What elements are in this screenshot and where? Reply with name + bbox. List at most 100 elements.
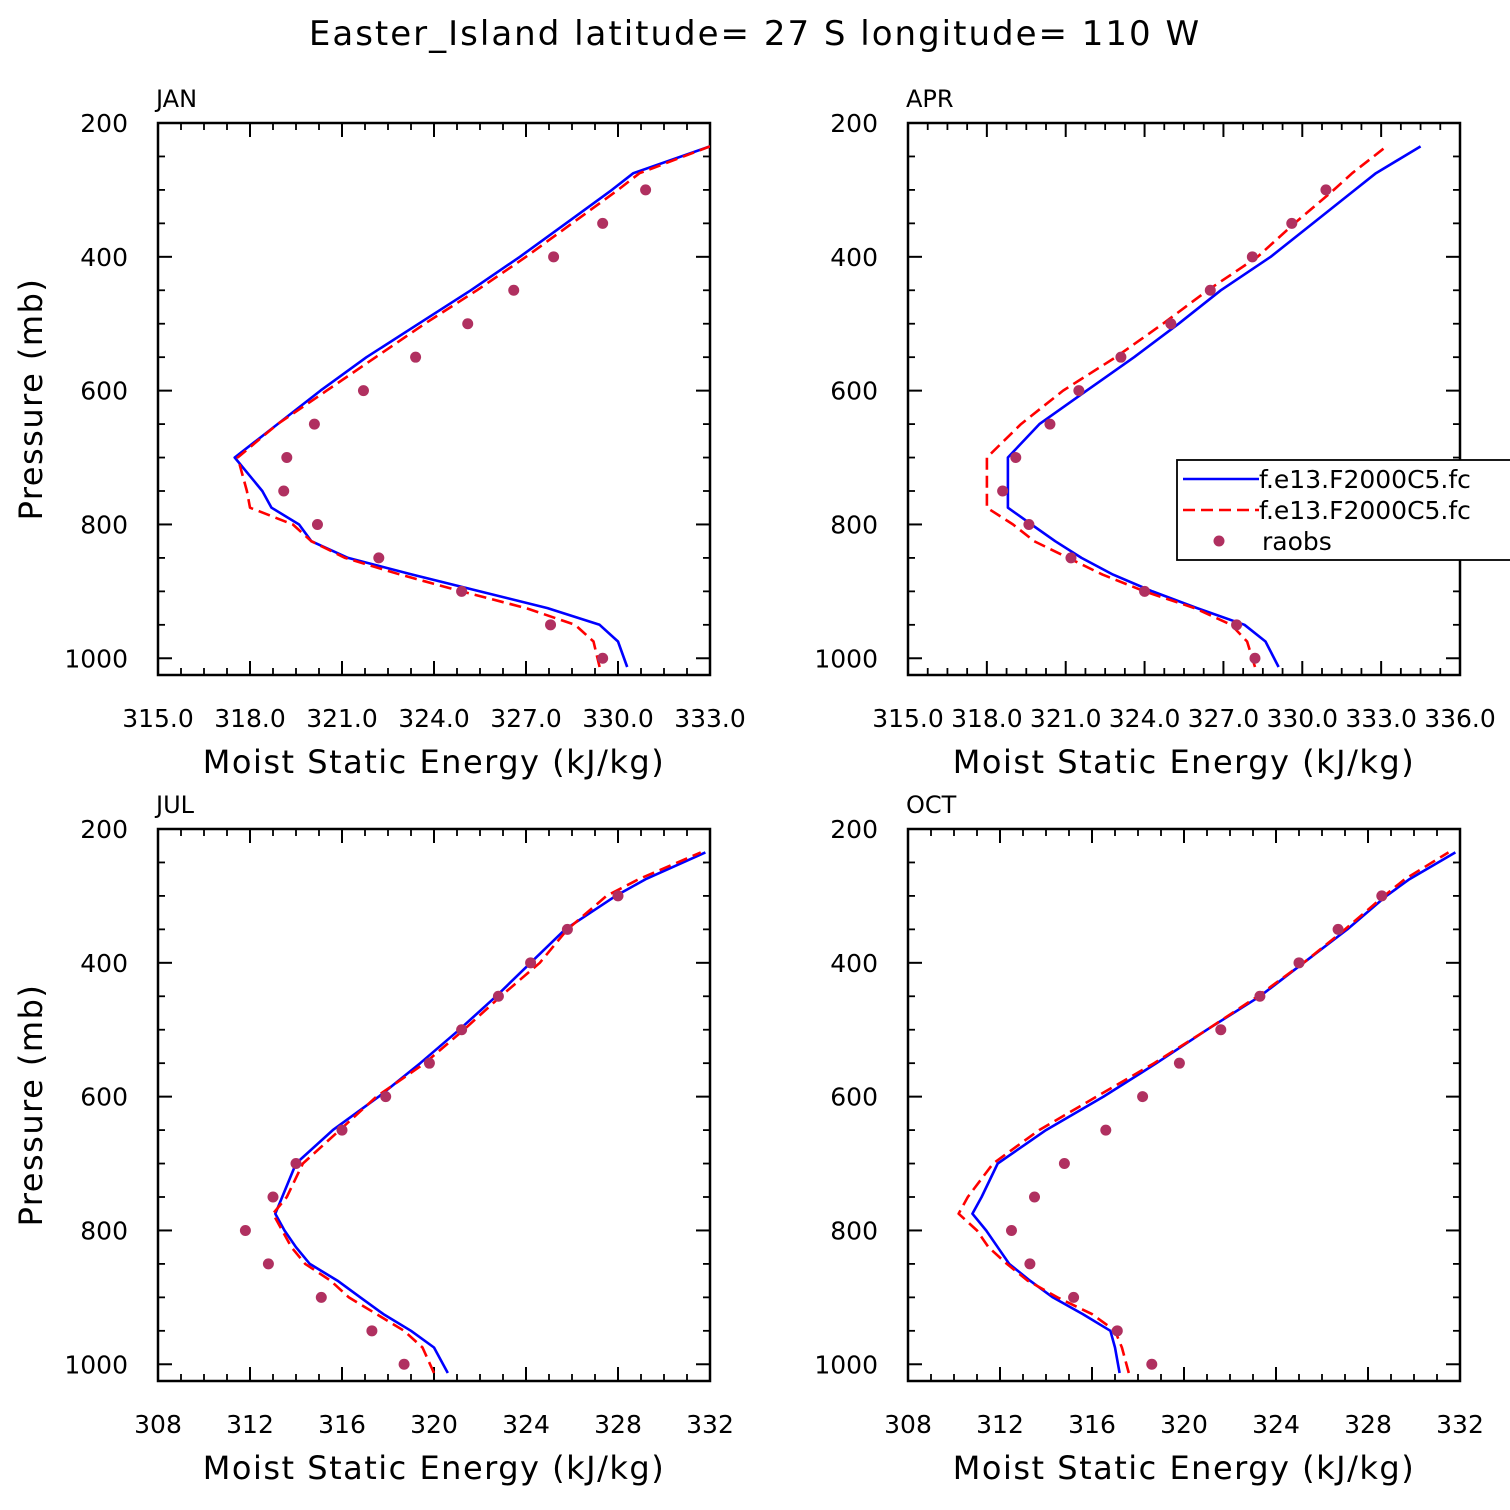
y-tick-label: 800 [80,510,128,539]
y-tick-label: 600 [830,1083,878,1112]
x-tick-label: 324 [502,1410,550,1439]
raobs-point [1137,1091,1149,1103]
x-tick-label: 316 [318,1410,366,1439]
panel-title: OCT [906,791,957,819]
series-line-dashed [985,145,1388,668]
raobs-point [1139,585,1151,597]
raobs-point [278,485,290,497]
raobs-point [597,652,609,664]
raobs-point [1100,1124,1112,1136]
x-tick-label: 321.0 [306,704,378,733]
raobs-point [311,518,323,530]
raobs-point [1068,1291,1080,1303]
raobs-point [1204,284,1216,296]
raobs-point [1165,318,1177,330]
x-tick-label: 312 [976,1410,1024,1439]
raobs-point [357,385,369,397]
raobs-point [1058,1158,1070,1170]
x-tick-label: 316 [1068,1410,1116,1439]
series-line-dashed [236,145,710,668]
legend-label: raobs [1262,527,1332,556]
x-tick-label: 318.0 [214,704,286,733]
x-tick-label: 315.0 [122,704,194,733]
raobs-point [1146,1358,1158,1370]
raobs-point [373,552,385,564]
y-axis-label: Pressure (mb) [12,984,50,1227]
legend-box [1176,459,1510,561]
x-tick-label: 332 [686,1410,734,1439]
raobs-point [561,923,573,935]
raobs-point [308,418,320,430]
series-line-dashed [271,851,702,1374]
x-tick-label: 308 [884,1410,932,1439]
panel-oct: OCT 308 312 316 320 324 328 332 200 400 600 800 1000… [814,791,1483,1487]
x-tick-label: 327.0 [1188,704,1260,733]
raobs-point [456,585,468,597]
raobs-point [239,1224,251,1236]
y-tick-label: 200 [80,815,128,844]
raobs-point [640,184,652,196]
raobs-point [1254,990,1266,1002]
plot-area [985,145,1422,668]
raobs-point [1010,452,1022,464]
x-tick-label: 324.0 [1109,704,1181,733]
raobs-point [1215,1024,1227,1036]
plot-area [239,851,706,1374]
plot-frame [156,121,712,677]
raobs-point [1332,923,1344,935]
y-tick-label: 800 [830,510,878,539]
x-tick-label: 312 [226,1410,274,1439]
raobs-point [545,619,557,631]
raobs-point [1173,1057,1185,1069]
panel-title: JUL [154,791,195,819]
y-tick-label: 600 [830,377,878,406]
raobs-point [1286,217,1298,229]
y-tick-label: 200 [80,109,128,138]
raobs-point [1006,1224,1017,1236]
y-tick-label: 400 [80,949,128,978]
y-tick-label: 800 [830,1216,878,1245]
raobs-point [1320,184,1332,196]
raobs-point [1115,351,1127,363]
raobs-point [423,1057,435,1069]
x-tick-label: 315.0 [872,704,944,733]
series-line-solid [971,851,1457,1374]
x-axis-label: Moist Static Energy (kJ/kg) [203,1449,665,1487]
raobs-point [525,957,537,969]
raobs-point [1249,652,1261,664]
legend-marker-raobs [1213,535,1225,547]
y-tick-label: 1000 [814,1350,878,1379]
y-tick-label: 400 [830,243,878,272]
panel-title: APR [906,85,954,113]
x-tick-label: 330.0 [1266,704,1338,733]
panel-apr: APR 315.0 318.0 321.0 324.0 327.0 330.0 333.0 33… [814,85,1495,781]
legend-label: f.e13.F2000C5.fc [1259,465,1471,494]
raobs-point [1376,890,1388,902]
x-tick-label: 332 [1436,1410,1484,1439]
raobs-point [1231,619,1243,631]
x-tick-label: 333.0 [674,704,746,733]
x-axis-label: Moist Static Energy (kJ/kg) [953,743,1415,781]
series-line-solid [1006,145,1422,668]
raobs-point [997,485,1009,497]
x-tick-label: 336.0 [1424,704,1496,733]
plot-frame [906,121,1462,677]
raobs-point [262,1258,274,1270]
x-axis-label: Moist Static Energy (kJ/kg) [953,1449,1415,1487]
raobs-point [398,1358,410,1370]
y-tick-label: 1000 [814,644,878,673]
x-tick-label: 320 [1160,1410,1208,1439]
raobs-point [508,284,520,296]
raobs-point [456,1024,468,1036]
raobs-point [597,217,609,229]
raobs-point [1024,1258,1036,1270]
y-tick-label: 600 [80,377,128,406]
panel-jan: JAN 315.0 318.0 321.0 324.0 327.0 330.0 333.0 20… [12,85,746,781]
y-tick-label: 1000 [64,1350,128,1379]
raobs-point [548,251,560,263]
raobs-point [612,890,624,902]
raobs-point [290,1158,302,1170]
raobs-point [1044,418,1056,430]
y-tick-label: 400 [830,949,878,978]
raobs-point [267,1191,279,1203]
